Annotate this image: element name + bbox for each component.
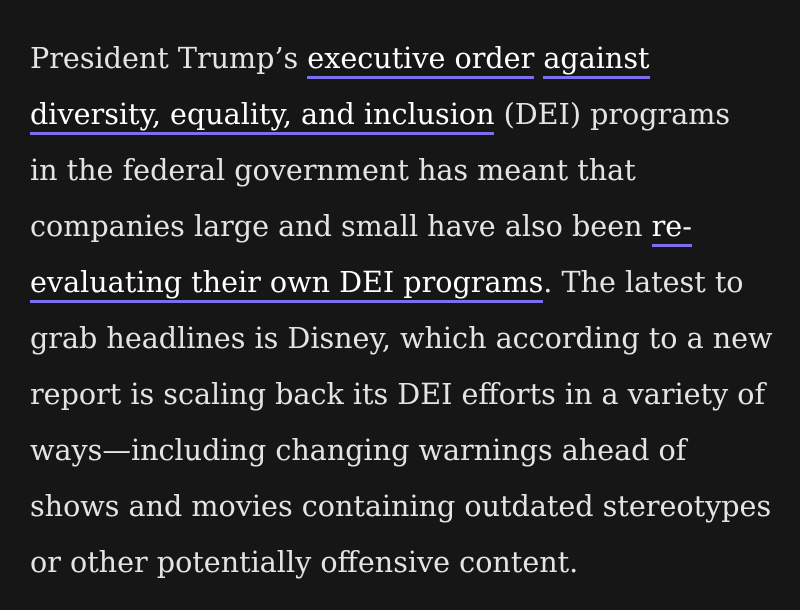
paragraph-line: companies large and small have also been… [30, 198, 772, 254]
paragraph-line: report is scaling back its DEI efforts i… [30, 366, 772, 422]
article-paragraph: President Trump’s executive order agains… [30, 30, 773, 590]
text-segment: or other potentially offensive content. [30, 545, 579, 579]
text-segment: report is scaling back its DEI efforts i… [30, 377, 766, 411]
paragraph-line: President Trump’s executive order agains… [30, 30, 772, 86]
paragraph-line: grab headlines is Disney, which accordin… [30, 310, 773, 366]
paragraph-line: in the federal government has meant that [30, 142, 772, 198]
paragraph-line: ways—including changing warnings ahead o… [30, 422, 772, 478]
paragraph-line: evaluating their own DEI programs. The l… [30, 254, 772, 310]
text-segment: ways—including changing warnings ahead o… [30, 433, 687, 467]
link-against-dei-continued[interactable]: diversity, equality, and inclusion [30, 97, 495, 135]
paragraph-line: diversity, equality, and inclusion (DEI)… [30, 86, 772, 142]
text-segment: President Trump’s [30, 41, 308, 75]
paragraph-line: shows and movies containing outdated ste… [30, 478, 772, 534]
text-segment [534, 41, 543, 75]
text-segment: grab headlines is Disney, which accordin… [30, 321, 773, 355]
text-segment: companies large and small have also been [30, 209, 652, 243]
text-segment: in the federal government has meant that [30, 153, 636, 187]
link-executive-order[interactable]: executive order [307, 41, 535, 79]
link-re-evaluating[interactable]: re- [651, 209, 692, 247]
text-segment: (DEI) programs [494, 97, 731, 131]
link-against-dei[interactable]: against [543, 41, 650, 79]
text-segment: . The latest to [543, 265, 744, 299]
link-re-evaluating-continued[interactable]: evaluating their own DEI programs [30, 265, 544, 303]
paragraph-line: or other potentially offensive content. [30, 534, 772, 590]
text-segment: shows and movies containing outdated ste… [30, 489, 772, 523]
